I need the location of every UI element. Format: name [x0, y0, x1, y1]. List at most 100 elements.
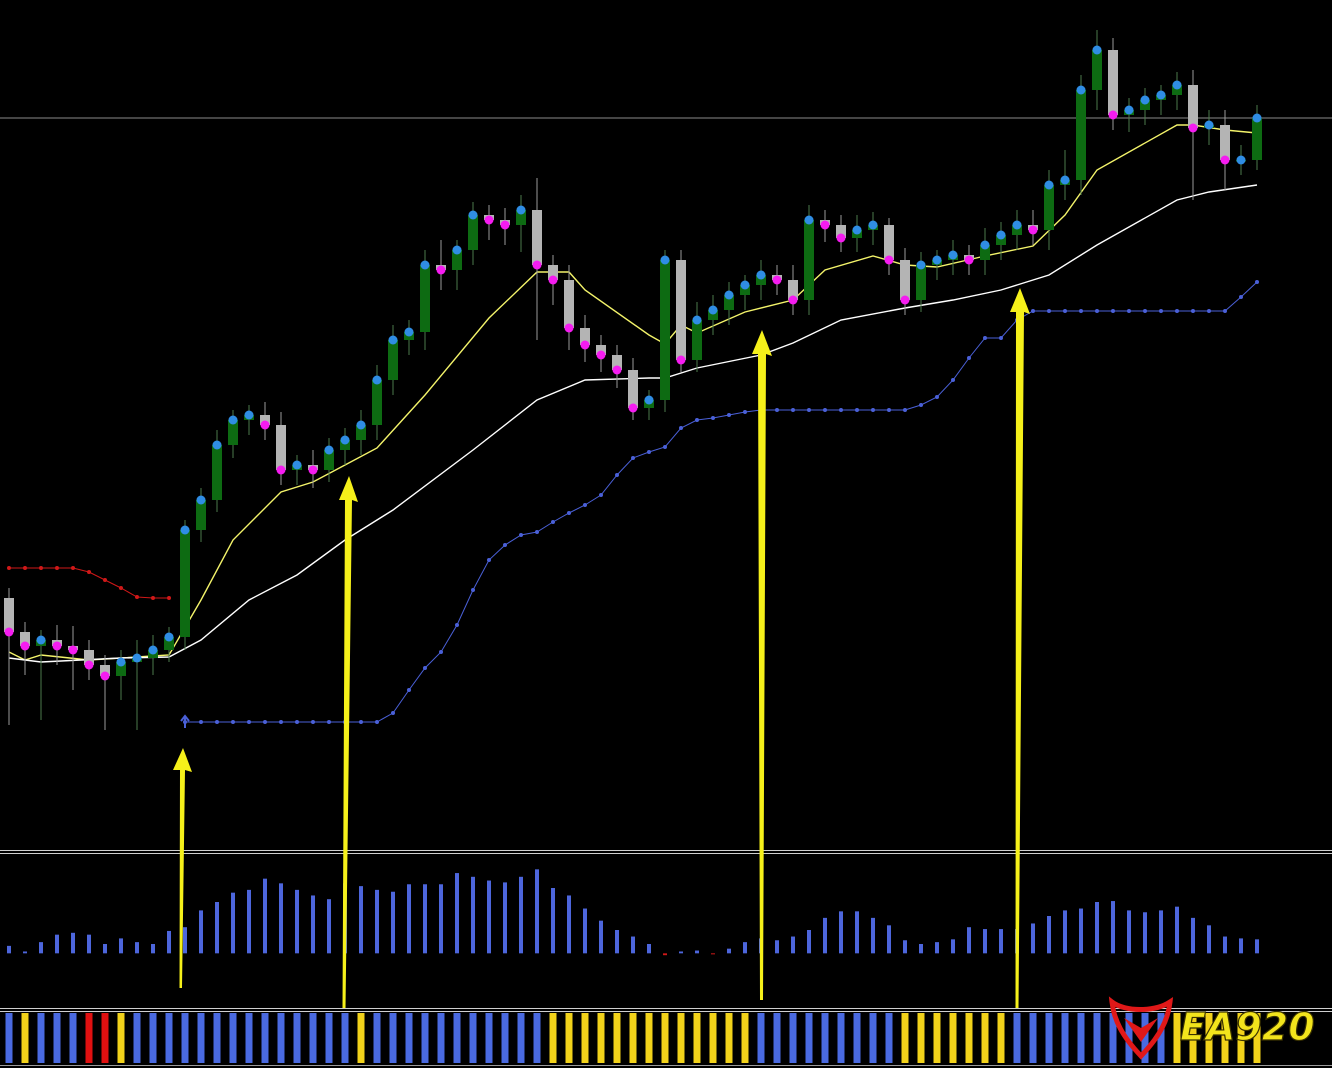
- histogram-bar: [1047, 916, 1051, 954]
- signal-dot: [980, 240, 990, 250]
- candle-body: [1012, 225, 1022, 235]
- signal-bar: [405, 1013, 413, 1063]
- histogram-bar: [1079, 908, 1083, 954]
- signal-bar: [181, 1013, 189, 1063]
- trailing-stop-dot: [263, 720, 267, 724]
- candle-body: [356, 425, 366, 440]
- trailing-stop-dot: [391, 711, 395, 715]
- candle-body: [420, 265, 430, 332]
- signal-bar: [389, 1013, 397, 1063]
- signal-dot: [948, 250, 958, 260]
- histogram-bar: [823, 917, 827, 954]
- candle-body: [196, 500, 206, 530]
- signal-dot: [276, 465, 286, 475]
- signal-bar: [997, 1013, 1005, 1063]
- trailing-stop-dot: [903, 408, 907, 412]
- signal-dot: [196, 495, 206, 505]
- trailing-stop-dot: [887, 408, 891, 412]
- trailing-stop-dot: [599, 493, 603, 497]
- signal-dot: [900, 295, 910, 305]
- signal-bar: [213, 1013, 221, 1063]
- signal-dot: [916, 260, 926, 270]
- histogram-bar: [1223, 936, 1227, 954]
- signal-bar: [949, 1013, 957, 1063]
- signal-dot: [340, 435, 350, 445]
- histogram-bar: [71, 932, 75, 954]
- trailing-stop-dot: [535, 530, 539, 534]
- signal-dot: [628, 403, 638, 413]
- signal-bar: [805, 1013, 813, 1063]
- candle-body: [836, 225, 846, 238]
- signal-dot: [84, 660, 94, 670]
- signal-bar: [757, 1013, 765, 1063]
- signal-dot: [708, 305, 718, 315]
- signal-dot: [1124, 105, 1134, 115]
- histogram-bar: [1031, 923, 1035, 954]
- trailing-stop-dot: [39, 566, 43, 570]
- signal-dot: [1060, 175, 1070, 185]
- trailing-stop-dot: [407, 688, 411, 692]
- signal-dot: [548, 275, 558, 285]
- histogram-bar: [999, 929, 1003, 954]
- candle-body: [276, 425, 286, 470]
- signal-bar: [1253, 1013, 1261, 1063]
- trailing-stop-dot: [663, 445, 667, 449]
- histogram-bar: [1207, 925, 1211, 954]
- signal-bar: [69, 1013, 77, 1063]
- signal-bar: [1237, 1013, 1245, 1063]
- trailing-stop-dot: [199, 720, 203, 724]
- histogram-bar: [199, 910, 203, 954]
- trailing-stop-dot: [1127, 309, 1131, 313]
- signal-bar: [965, 1013, 973, 1063]
- signal-bar: [789, 1013, 797, 1063]
- trailing-stop-line: [185, 281, 1258, 723]
- candle-body: [340, 440, 350, 450]
- histogram-bar: [679, 951, 683, 954]
- trailing-stop-dot: [279, 720, 283, 724]
- histogram-bar: [727, 948, 731, 954]
- histogram-bar: [311, 895, 315, 954]
- signal-bar: [117, 1013, 125, 1063]
- candle-body: [1252, 118, 1262, 160]
- signal-bar: [501, 1013, 509, 1063]
- signal-dot: [868, 220, 878, 230]
- signal-bar: [693, 1013, 701, 1063]
- signal-dot: [1220, 155, 1230, 165]
- moving-average-line: [8, 184, 1258, 663]
- histogram-bar: [103, 944, 107, 954]
- candle-body: [724, 295, 734, 310]
- histogram-bar: [1239, 938, 1243, 954]
- signal-dot: [740, 280, 750, 290]
- candle-body: [260, 415, 270, 425]
- histogram-bar: [599, 920, 603, 954]
- histogram-bar: [695, 950, 699, 954]
- signal-dot: [36, 635, 46, 645]
- histogram-bar: [55, 934, 59, 954]
- signal-dot: [756, 270, 766, 280]
- signal-bar: [261, 1013, 269, 1063]
- trailing-stop-dot: [775, 408, 779, 412]
- trailing-stop-dot: [711, 416, 715, 420]
- candle-body: [628, 370, 638, 408]
- signal-bar: [581, 1013, 589, 1063]
- signal-bar: [709, 1013, 717, 1063]
- candle-body: [84, 650, 94, 665]
- signal-bar: [901, 1013, 909, 1063]
- signal-dot: [1172, 80, 1182, 90]
- histogram-bar: [1143, 912, 1147, 954]
- trailing-stop-dot: [1143, 309, 1147, 313]
- signal-bar: [37, 1013, 45, 1063]
- histogram-bar: [247, 889, 251, 954]
- trailing-stop-dot: [871, 408, 875, 412]
- signal-dot: [1092, 45, 1102, 55]
- signal-bar: [773, 1013, 781, 1063]
- candle-body: [324, 450, 334, 470]
- signal-bar: [101, 1013, 109, 1063]
- trailing-stop-dot: [103, 578, 107, 582]
- trailing-stop-dot: [439, 650, 443, 654]
- trailing-stop-dot: [487, 558, 491, 562]
- candle-body: [180, 530, 190, 637]
- histogram-bar: [231, 892, 235, 954]
- signal-dot: [292, 460, 302, 470]
- signal-bar: [149, 1013, 157, 1063]
